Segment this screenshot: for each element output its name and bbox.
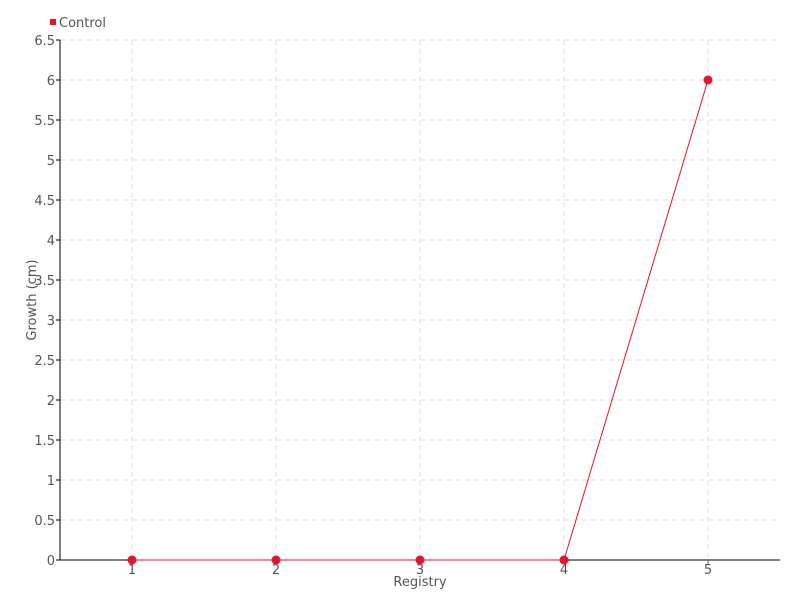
y-tick-label: 4 bbox=[47, 234, 55, 249]
grid bbox=[60, 39, 780, 560]
y-tick-label: 4.5 bbox=[34, 194, 55, 209]
y-tick-label: 0.5 bbox=[34, 514, 55, 529]
legend-swatch bbox=[50, 19, 56, 25]
y-axis-label: Growth (cm) bbox=[25, 259, 40, 340]
data-point[interactable] bbox=[415, 555, 425, 565]
y-tick-label: 6 bbox=[47, 74, 55, 89]
x-tick-label: 5 bbox=[704, 563, 712, 578]
y-tick-label: 1 bbox=[47, 474, 55, 489]
y-ticks: 0 0.5 1 1.5 2 2.5 3 3.5 4 4.5 5 5.5 6 6.5 bbox=[34, 34, 60, 569]
y-tick-label: 3 bbox=[47, 314, 55, 329]
x-tick-label: 3 bbox=[416, 563, 424, 578]
y-tick-label: 3.5 bbox=[34, 274, 55, 289]
y-tick-label: 5.5 bbox=[34, 114, 55, 129]
data-point[interactable] bbox=[559, 555, 569, 565]
legend-label: Control bbox=[59, 16, 106, 31]
x-tick-label: 4 bbox=[560, 563, 568, 578]
y-tick-label: 2.5 bbox=[34, 354, 55, 369]
x-tick-label: 1 bbox=[128, 563, 136, 578]
x-axis-label: Registry bbox=[393, 575, 447, 590]
data-point[interactable] bbox=[271, 555, 281, 565]
series bbox=[127, 75, 713, 565]
y-tick-label: 0 bbox=[47, 554, 55, 569]
data-point[interactable] bbox=[127, 555, 137, 565]
y-tick-label: 1.5 bbox=[34, 434, 55, 449]
y-tick-label: 5 bbox=[47, 154, 55, 169]
y-tick-label: 6.5 bbox=[34, 34, 55, 49]
data-point[interactable] bbox=[703, 75, 713, 85]
y-tick-label: 2 bbox=[47, 394, 55, 409]
legend[interactable]: Control bbox=[50, 16, 106, 31]
x-tick-label: 2 bbox=[272, 563, 280, 578]
